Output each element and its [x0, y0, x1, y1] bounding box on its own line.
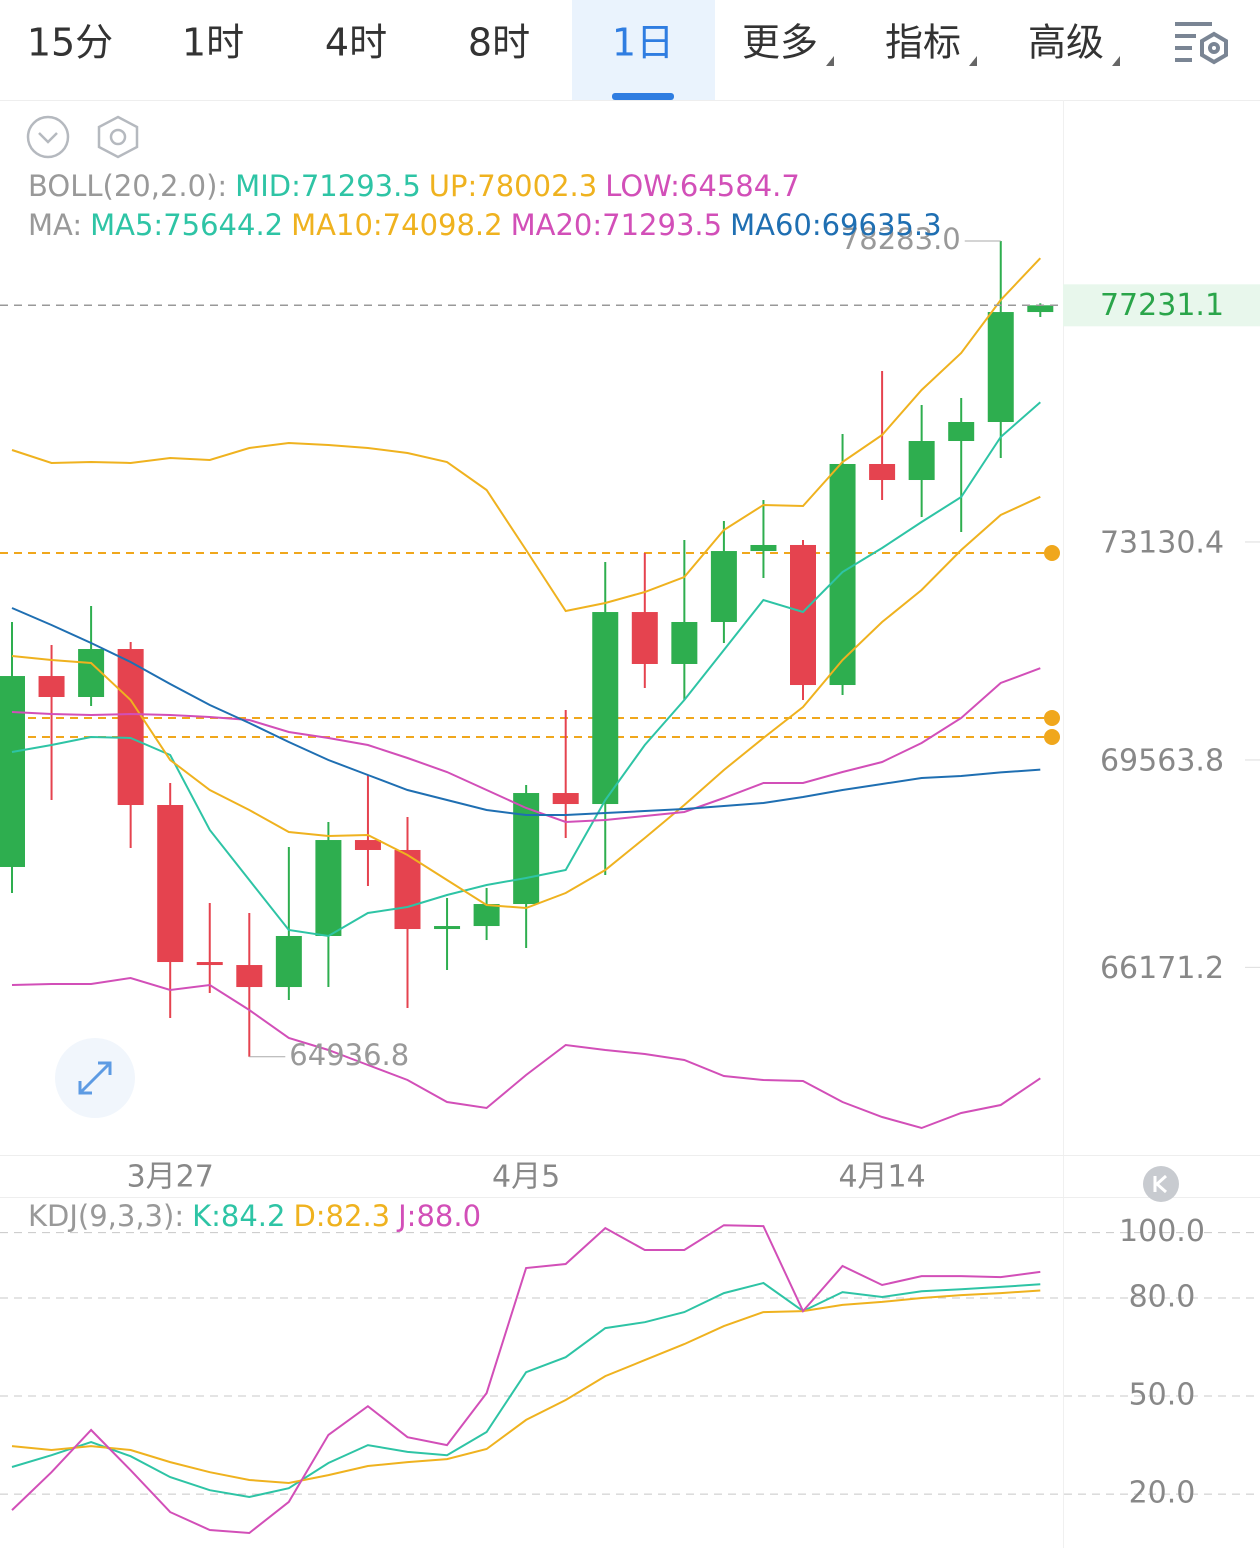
selected-tab-indicator	[612, 93, 674, 100]
tab[interactable]: 8时	[468, 21, 530, 65]
price-line-dot	[1044, 728, 1060, 745]
indicator-line	[11, 495, 1041, 910]
candle-body	[196, 962, 223, 966]
candle-body	[1027, 305, 1054, 313]
legend-item: J:88.0	[396, 1199, 481, 1233]
y-tick-label: 100.0	[1119, 1214, 1205, 1249]
candle-body	[948, 422, 975, 442]
y-tick-label: 20.0	[1129, 1476, 1196, 1511]
legend-item: MA60:69635.3	[730, 208, 941, 242]
candle-body	[275, 935, 302, 988]
candle-body	[38, 676, 65, 697]
extreme-label: 78283.0	[841, 222, 961, 256]
candle-body	[513, 793, 540, 905]
candle-body	[829, 463, 856, 686]
candle-body	[473, 904, 500, 927]
charts: 76879.973130.469563.866171.278283.064936…	[0, 169, 1260, 1535]
legend-label: BOLL(20,2.0):	[28, 169, 227, 203]
selected-tab-bg	[572, 0, 715, 100]
extreme-label: 64936.8	[289, 1038, 409, 1072]
legend-item: MID:71293.5	[235, 169, 421, 203]
legend-item: MA10:74098.2	[291, 208, 502, 242]
indicator-line	[11, 401, 1041, 938]
candle-body	[236, 965, 263, 988]
k-button[interactable]	[1143, 1166, 1179, 1202]
candle-body	[434, 926, 461, 930]
legend-item: MA5:75644.2	[90, 208, 283, 242]
candle-body	[869, 463, 896, 481]
candle-body	[354, 840, 381, 850]
candle-body	[710, 551, 737, 622]
indicator-line	[11, 607, 1041, 816]
legend-item: LOW:64584.7	[605, 169, 800, 203]
price-line-dot	[1044, 709, 1060, 726]
kdj-line	[11, 1224, 1041, 1535]
tab-bar: 15分 1时 4时 8时 1日 更多 指标 高级	[27, 0, 1120, 100]
legend-item: D:82.3	[293, 1199, 390, 1233]
fullscreen-button[interactable]	[55, 1038, 135, 1118]
legend-item: MA20:71293.5	[511, 208, 722, 242]
candle-body	[631, 612, 658, 664]
candle-body	[592, 612, 619, 805]
candle-body	[0, 676, 25, 867]
dropdown-caret[interactable]	[826, 56, 834, 66]
candle-body	[117, 649, 144, 806]
candle-body	[315, 840, 342, 936]
x-tick-label: 4月5	[492, 1160, 560, 1195]
y-tick-label: 50.0	[1129, 1378, 1196, 1413]
kdj-line	[11, 1289, 1041, 1485]
candle-body	[908, 441, 935, 481]
candle-body	[671, 621, 698, 664]
tab[interactable]: 1时	[182, 21, 244, 65]
settings-icon[interactable]	[1175, 22, 1228, 65]
dropdown-caret[interactable]	[1112, 56, 1120, 66]
tab[interactable]: 15分	[27, 21, 113, 65]
tab[interactable]: 指标	[885, 21, 961, 65]
indicator-line	[11, 976, 1041, 1130]
indicator-line	[11, 257, 1042, 613]
candle-body	[790, 544, 816, 686]
dropdown-caret[interactable]	[969, 56, 977, 66]
candle-body	[394, 849, 421, 930]
y-tick-label: 66171.2	[1100, 951, 1224, 986]
settings-button[interactable]	[97, 115, 139, 159]
kdj-line	[11, 1281, 1041, 1499]
tab[interactable]: 4时	[325, 21, 387, 65]
legend-item: UP:78002.3	[429, 169, 597, 203]
y-tick-label: 73130.4	[1100, 525, 1224, 560]
collapse-button[interactable]	[26, 115, 70, 159]
x-tick-label: 3月27	[127, 1160, 214, 1195]
legend-item: K:84.2	[192, 1199, 285, 1233]
legend-label: KDJ(9,3,3):	[28, 1199, 184, 1233]
candle-body	[552, 793, 579, 805]
last-price-box	[1063, 284, 1260, 327]
y-tick-label: 69563.8	[1100, 743, 1224, 778]
tab[interactable]: 更多	[742, 21, 818, 65]
price-line-dot	[1044, 544, 1060, 561]
tab[interactable]: 高级	[1028, 21, 1104, 65]
indicator-line	[11, 667, 1041, 824]
x-tick-label: 4月14	[838, 1160, 925, 1195]
last-price-label: 77231.1	[1100, 288, 1224, 323]
candle-body	[78, 649, 105, 697]
candle-body	[157, 805, 184, 963]
legend-label: MA:	[28, 208, 82, 242]
candle-body	[987, 312, 1014, 423]
candle-body	[750, 544, 777, 552]
y-tick-label: 80.0	[1129, 1280, 1196, 1315]
tab[interactable]: 1日	[612, 21, 674, 65]
